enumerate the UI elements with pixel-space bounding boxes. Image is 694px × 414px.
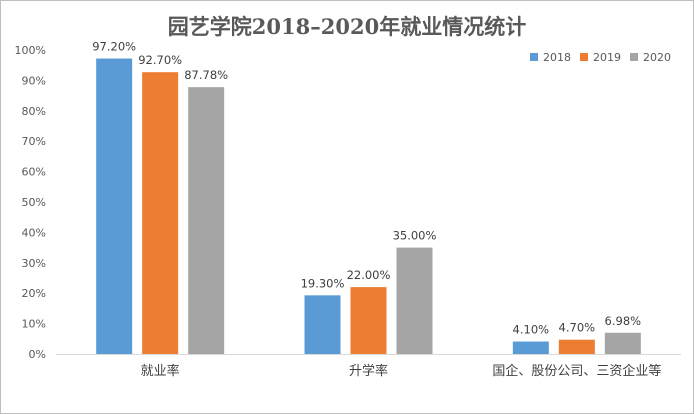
data-label: 19.30%	[301, 276, 345, 290]
data-label: 97.20%	[92, 40, 136, 54]
chart-title: 园艺学院2018–2020年就业情况统计	[168, 14, 526, 39]
y-tick-label: 60%	[22, 166, 46, 179]
bar-2018-2	[512, 341, 549, 354]
y-axis: 0% 10% 20% 30% 40% 50% 60% 70% 80% 90% 100%	[15, 44, 46, 361]
y-tick-label: 40%	[22, 226, 46, 239]
y-tick-label: 20%	[22, 287, 46, 300]
data-label: 6.98%	[605, 314, 642, 328]
bar-2019-2	[558, 339, 595, 354]
legend-label: 2019	[593, 51, 621, 64]
bar-group	[96, 58, 641, 355]
y-tick-label: 10%	[22, 318, 46, 331]
data-label: 4.70%	[559, 321, 596, 335]
legend-swatch-2020	[630, 53, 638, 61]
legend-swatch-2019	[580, 53, 588, 61]
x-axis: 就业率 升学率 国企、股份公司、三资企业等	[56, 354, 681, 379]
data-label: 92.70%	[138, 53, 182, 67]
x-category-label: 就业率	[141, 363, 180, 379]
y-tick-label: 70%	[22, 135, 46, 148]
y-tick-label: 90%	[22, 74, 46, 87]
legend[interactable]: 2018 2019 2020	[530, 51, 671, 64]
bar-2019-1	[350, 287, 387, 354]
legend-label: 2020	[643, 51, 671, 64]
y-tick-label: 50%	[22, 196, 46, 209]
bar-2020-2	[604, 332, 641, 354]
data-label: 35.00%	[393, 229, 437, 243]
data-label: 22.00%	[347, 268, 391, 282]
x-category-label: 升学率	[349, 363, 388, 379]
bar-2018-0	[96, 58, 133, 355]
legend-swatch-2018	[530, 53, 538, 61]
value-labels: 97.20% 19.30% 4.10% 92.70% 22.00% 4.70% 87.78%…	[92, 40, 641, 337]
bar-2019-0	[142, 72, 179, 354]
y-tick-label: 100%	[15, 44, 46, 57]
bar-2020-0	[188, 87, 225, 354]
data-label: 4.10%	[513, 323, 550, 337]
x-category-label: 国企、股份公司、三资企业等	[492, 363, 661, 379]
bar-2020-1	[396, 247, 433, 354]
y-tick-label: 0%	[29, 348, 46, 361]
data-label: 87.78%	[184, 68, 228, 82]
y-tick-label: 80%	[22, 105, 46, 118]
y-tick-label: 30%	[22, 257, 46, 270]
legend-label: 2018	[543, 51, 571, 64]
bar-2018-1	[304, 295, 341, 354]
